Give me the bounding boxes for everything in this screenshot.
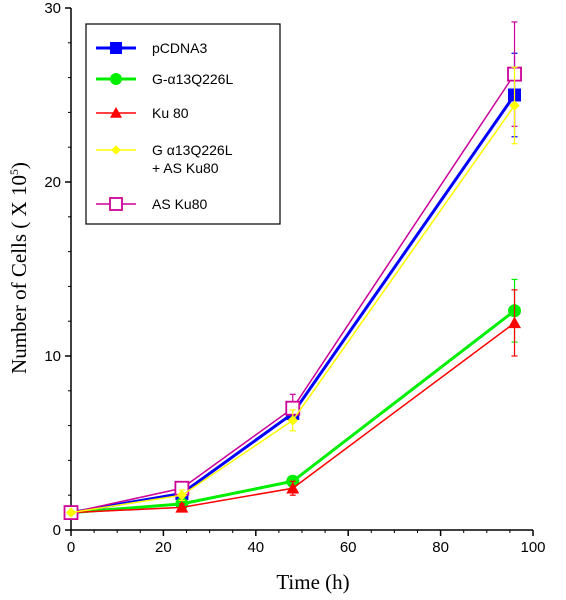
data-point bbox=[175, 500, 189, 513]
series-3 bbox=[65, 66, 520, 518]
data-point bbox=[65, 507, 77, 518]
legend-item: G-α13Q226L bbox=[96, 71, 233, 87]
legend-swatch-marker bbox=[111, 145, 121, 155]
y-ticks: 0 10 20 30 bbox=[44, 0, 71, 539]
y-tick-label: 30 bbox=[44, 0, 61, 17]
y-axis-title-suffix: ) bbox=[7, 162, 31, 169]
legend-label-line2: + AS Ku80 bbox=[152, 160, 219, 176]
legend-label: G α13Q226L bbox=[152, 142, 233, 158]
legend-label: pCDNA3 bbox=[152, 40, 207, 56]
legend: pCDNA3 G-α13Q226L Ku 80 G α13Q226L + AS Ku80… bbox=[85, 23, 281, 225]
data-point bbox=[287, 415, 298, 426]
y-tick-label: 10 bbox=[44, 348, 61, 365]
legend-item: Ku 80 bbox=[96, 105, 189, 121]
series-line bbox=[70, 94, 516, 515]
legend-swatch-marker bbox=[110, 42, 122, 54]
y-tick-label: 20 bbox=[44, 174, 61, 191]
y-axis-title-superscript: 5 bbox=[7, 169, 21, 175]
legend-item: G α13Q226L + AS Ku80 bbox=[96, 142, 233, 176]
x-tick-label: 80 bbox=[432, 539, 449, 556]
x-tick-label: 60 bbox=[340, 539, 357, 556]
y-tick-label: 0 bbox=[53, 522, 61, 539]
legend-item: pCDNA3 bbox=[96, 40, 207, 56]
legend-label: Ku 80 bbox=[152, 105, 189, 121]
legend-item: AS Ku80 bbox=[96, 196, 207, 212]
axes: 0 20 40 60 80 100 0 10 20 30 bbox=[44, 0, 545, 556]
legend-swatch-marker bbox=[110, 107, 122, 118]
y-axis-title-main: Number of Cells ( X 10 bbox=[7, 175, 31, 374]
legend-items: pCDNA3 G-α13Q226L Ku 80 G α13Q226L + AS Ku80… bbox=[96, 40, 233, 212]
series-line bbox=[70, 322, 515, 514]
legend-label: G-α13Q226L bbox=[152, 71, 233, 87]
x-tick-label: 0 bbox=[67, 539, 75, 556]
legend-label: AS Ku80 bbox=[152, 196, 207, 212]
series-line bbox=[70, 309, 516, 515]
data-point bbox=[509, 100, 520, 111]
legend-swatch-marker bbox=[109, 197, 123, 211]
x-ticks: 0 20 40 60 80 100 bbox=[67, 530, 546, 556]
series-line bbox=[70, 73, 516, 514]
data-point bbox=[286, 481, 300, 494]
x-tick-label: 40 bbox=[247, 539, 264, 556]
x-tick-label: 100 bbox=[520, 539, 545, 556]
series-2 bbox=[64, 289, 522, 518]
legend-swatch-marker bbox=[110, 73, 122, 85]
data-point bbox=[176, 490, 188, 501]
data-point bbox=[508, 316, 522, 329]
legend-box bbox=[85, 23, 281, 225]
y-axis-title: Number of Cells ( X 105) bbox=[7, 162, 31, 374]
series-line bbox=[70, 105, 516, 514]
x-axis-title: Time (h) bbox=[276, 570, 349, 594]
x-tick-label: 20 bbox=[155, 539, 172, 556]
plot-area bbox=[63, 21, 522, 521]
